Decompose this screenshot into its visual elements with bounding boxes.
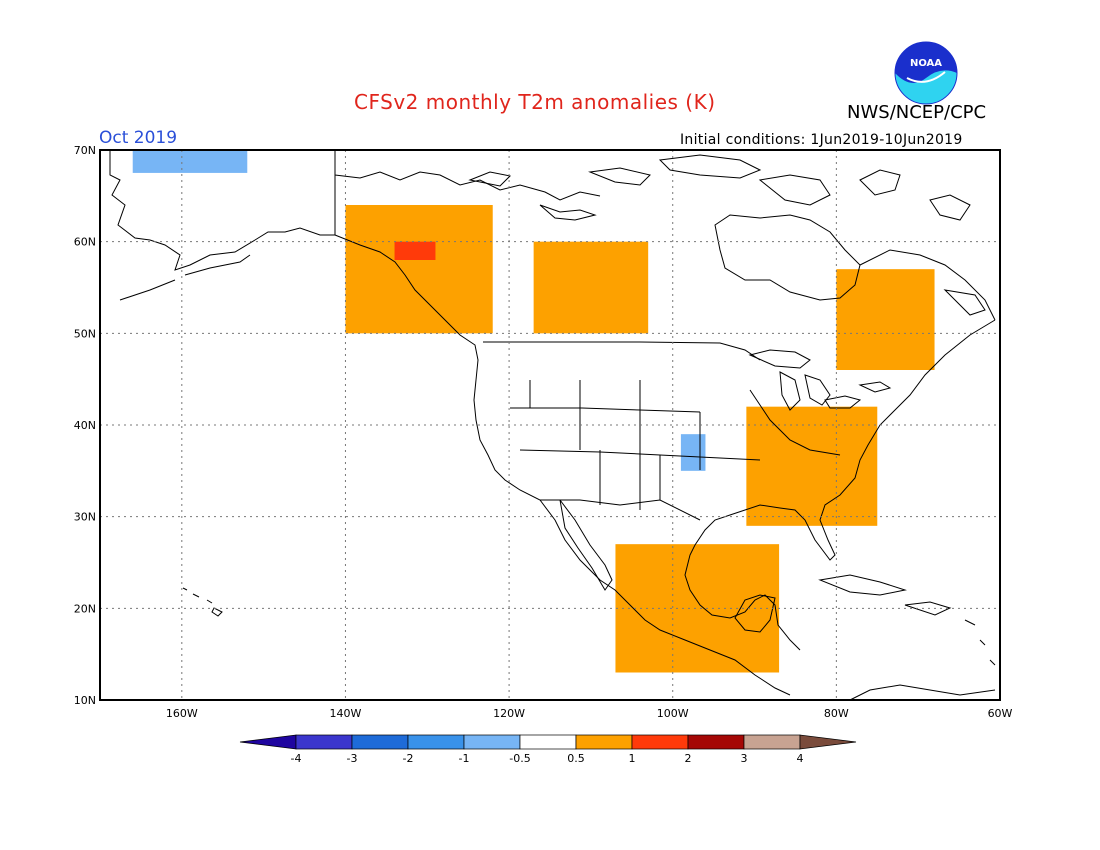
colorbar-label: 1: [629, 752, 636, 765]
colorbar-label: 4: [797, 752, 804, 765]
forecast-month: Oct 2019: [99, 128, 178, 148]
lon-label: 120W: [493, 707, 525, 720]
colorbar-bin: [295, 734, 353, 750]
initial-conditions: Initial conditions: 1Jun2019-10Jun2019: [680, 132, 963, 148]
map-frame: [99, 149, 1001, 701]
agency-label: NWS/NCEP/CPC: [847, 102, 987, 123]
colorbar-label: -0.5: [509, 752, 530, 765]
colorbar-bin: [687, 734, 745, 750]
colorbar-bin: [519, 734, 577, 750]
colorbar-label: 2: [685, 752, 692, 765]
latitude-labels: 70N 60N 50N 40N 30N 20N 10N: [74, 144, 96, 707]
anomaly-region-7: [394, 241, 436, 260]
lon-label: 60W: [988, 707, 1013, 720]
anomaly-region-3: [836, 269, 935, 370]
political-borders: [334, 150, 841, 521]
colorbar-label: -2: [403, 752, 414, 765]
colorbar-high-arrow: [799, 734, 857, 750]
lat-label: 10N: [74, 694, 96, 707]
anomaly-regions: [132, 150, 935, 673]
anomaly-region-1: [345, 205, 493, 334]
lon-label: 100W: [657, 707, 689, 720]
lat-label: 60N: [74, 236, 96, 249]
anomaly-map: 70N 60N 50N 40N 30N 20N 10N 160W 140W 120W 100W 80…: [74, 144, 1013, 720]
colorbar-label: -3: [347, 752, 358, 765]
colorbar-bin: [575, 734, 633, 750]
lat-label: 70N: [74, 144, 96, 157]
colorbar-low-arrow: [239, 734, 297, 750]
anomaly-region-0: [132, 150, 248, 173]
colorbar-segments: [239, 734, 857, 750]
colorbar-bin: [631, 734, 689, 750]
colorbar-bin: [351, 734, 409, 750]
chart-title: CFSv2 monthly T2m anomalies (K): [354, 90, 716, 114]
colorbar-label: 0.5: [567, 752, 585, 765]
lon-label: 160W: [166, 707, 198, 720]
lat-label: 30N: [74, 511, 96, 524]
colorbar-bin: [407, 734, 465, 750]
lon-label: 80W: [824, 707, 849, 720]
lat-label: 50N: [74, 327, 96, 340]
colorbar-labels: -4 -3 -2 -1 -0.5 0.5 1 2 3 4: [291, 752, 804, 765]
colorbar-label: 3: [741, 752, 748, 765]
anomaly-region-6: [680, 434, 706, 471]
anomaly-region-5: [615, 544, 780, 673]
anomaly-region-2: [533, 241, 649, 334]
longitude-labels: 160W 140W 120W 100W 80W 60W: [166, 707, 1013, 720]
lat-lon-grid: [100, 150, 1000, 700]
lat-label: 20N: [74, 602, 96, 615]
noaa-logo-text: NOAA: [910, 58, 942, 69]
colorbar-bin: [743, 734, 801, 750]
lon-label: 140W: [330, 707, 362, 720]
lat-label: 40N: [74, 419, 96, 432]
colorbar-label: -4: [291, 752, 302, 765]
colorbar-label: -1: [459, 752, 470, 765]
noaa-logo-icon: NOAA: [894, 41, 958, 105]
colorbar-bin: [463, 734, 521, 750]
